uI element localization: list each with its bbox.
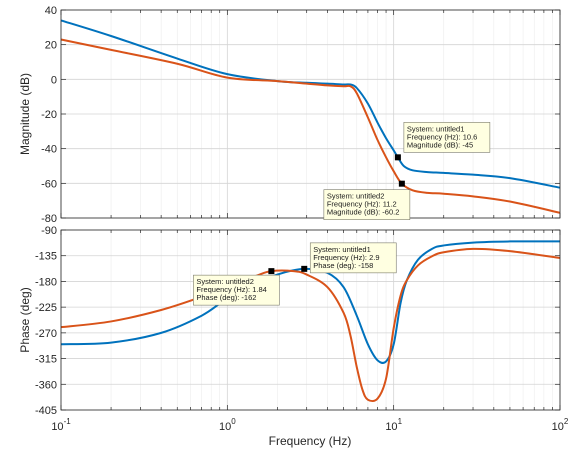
datatip-text: System: untitled2 bbox=[196, 277, 254, 286]
mag-series-untitled2 bbox=[60, 38, 561, 214]
mag-ytick-label: 0 bbox=[51, 74, 57, 86]
mag-ytick-label: 40 bbox=[45, 5, 57, 17]
datatip-text: Frequency (Hz): 11.2 bbox=[327, 200, 397, 209]
phase-ylabel: Phase (deg) bbox=[18, 287, 32, 352]
mag-series-untitled1 bbox=[60, 19, 561, 189]
datatip-text: Phase (deg): -162 bbox=[196, 293, 256, 302]
datatip-marker[interactable] bbox=[398, 180, 405, 187]
datatip-text: Magnitude (dB): -45 bbox=[407, 140, 473, 149]
mag-plot-lines bbox=[60, 19, 561, 214]
mag-ytick-label: -60 bbox=[41, 178, 57, 190]
mag-ytick-label: -40 bbox=[41, 144, 57, 156]
phase-ytick-label: -315 bbox=[35, 354, 57, 366]
datatip-box bbox=[323, 189, 411, 220]
datatip-marker[interactable] bbox=[301, 265, 308, 272]
xtick-label: 100 bbox=[219, 417, 236, 433]
phase-ytick-label: -360 bbox=[35, 379, 57, 391]
xtick-label: 10-1 bbox=[51, 417, 71, 433]
phase-ytick-label: -180 bbox=[35, 276, 57, 288]
datatip-text: System: untitled1 bbox=[313, 245, 371, 254]
datatip-text: Phase (deg): -158 bbox=[313, 261, 373, 270]
datatip-text: Frequency (Hz): 2.9 bbox=[313, 253, 379, 262]
phase-ytick-label: -270 bbox=[35, 328, 57, 340]
datatip-box bbox=[309, 242, 397, 274]
phase-ytick-label: -405 bbox=[35, 405, 57, 417]
datatip-text: Frequency (Hz): 1.84 bbox=[196, 285, 266, 294]
datatip-text: System: untitled2 bbox=[327, 192, 385, 201]
datatip-box bbox=[193, 274, 280, 306]
datatip-text: Frequency (Hz): 10.6 bbox=[407, 132, 477, 141]
mag-ytick-label: -80 bbox=[41, 213, 57, 225]
phase-ytick-label: -225 bbox=[35, 302, 57, 314]
mag-ticks: 40 20 0 -20 -40 -60 -80 bbox=[41, 5, 561, 225]
xlabel: Frequency (Hz) bbox=[269, 434, 352, 448]
datatip-text: Magnitude (dB): -60.2 bbox=[327, 208, 400, 217]
datatip-text: System: untitled1 bbox=[407, 124, 465, 133]
xtick-label: 101 bbox=[385, 417, 402, 433]
xtick-label: 102 bbox=[552, 417, 569, 433]
datatip-box bbox=[403, 122, 491, 153]
datatip-marker[interactable] bbox=[394, 154, 401, 161]
mag-ylabel: Magnitude (dB) bbox=[18, 73, 32, 155]
mag-ytick-label: -20 bbox=[41, 109, 57, 121]
phase-ytick-label: -90 bbox=[41, 225, 57, 237]
datatip-marker[interactable] bbox=[268, 268, 275, 275]
phase-ytick-label: -135 bbox=[35, 251, 57, 263]
phase-axes-box bbox=[60, 229, 561, 411]
mag-ytick-label: 20 bbox=[45, 40, 57, 52]
